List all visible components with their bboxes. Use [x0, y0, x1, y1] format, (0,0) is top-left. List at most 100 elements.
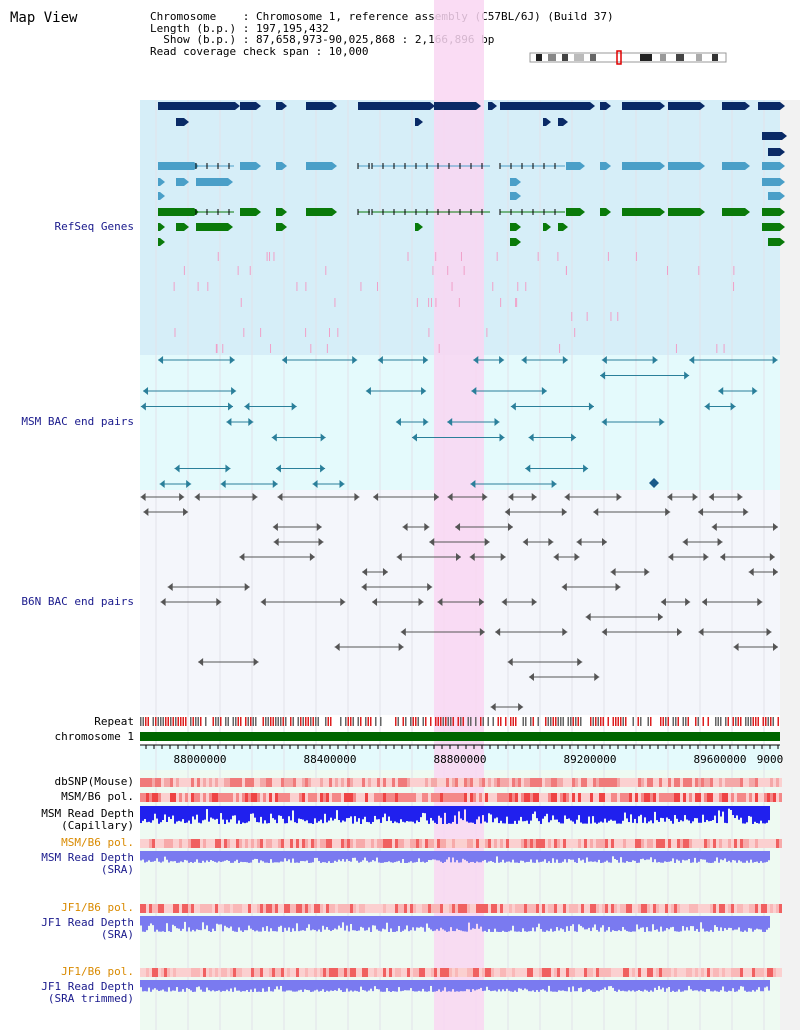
heat-cell [302, 793, 305, 802]
heat-cell [401, 968, 404, 977]
heat-cell [446, 839, 449, 848]
heat-cell [479, 778, 482, 787]
heat-cell [602, 968, 605, 977]
heat-cell [260, 793, 263, 802]
heat-cell [530, 793, 533, 802]
heat-cell [668, 968, 671, 977]
heat-cell [167, 793, 170, 802]
heat-cell [761, 968, 764, 977]
msm-depth-cap-line2: (Capillary) [61, 819, 134, 832]
depth-bar [736, 851, 738, 863]
repeat-element [703, 717, 705, 726]
repeat-element [765, 717, 767, 726]
depth-bar [326, 980, 328, 991]
heat-cell [461, 968, 464, 977]
depth-bar [612, 806, 614, 821]
depth-bar [730, 980, 732, 991]
repeat-element [215, 717, 217, 726]
depth-bar [376, 916, 378, 929]
heat-cell [719, 778, 722, 787]
heat-cell [266, 968, 269, 977]
depth-bar [476, 806, 478, 819]
depth-bar [340, 851, 342, 861]
depth-bar [694, 916, 696, 931]
heat-cell [446, 968, 449, 977]
gene-block [158, 223, 160, 231]
heat-cell [632, 904, 635, 913]
depth-bar [262, 806, 264, 823]
depth-bar [700, 980, 702, 990]
depth-bar [454, 851, 456, 862]
repeat-element [168, 717, 170, 726]
repeat-element [250, 717, 252, 726]
heat-cell [299, 968, 302, 977]
heat-cell [224, 968, 227, 977]
depth-bar [554, 980, 556, 992]
heat-cell [302, 778, 305, 787]
heat-cell [308, 793, 311, 802]
repeat-element [673, 717, 675, 726]
repeat-element [143, 717, 145, 726]
heat-cell [167, 968, 170, 977]
heat-cell [422, 904, 425, 913]
depth-bar [474, 916, 476, 929]
depth-bar [688, 916, 690, 930]
heat-cell [632, 839, 635, 848]
heat-cell [227, 904, 230, 913]
heat-cell [569, 839, 572, 848]
depth-bar [528, 980, 530, 991]
repeat-element [593, 717, 595, 726]
depth-bar [380, 980, 382, 992]
heat-cell [266, 839, 269, 848]
depth-bar [370, 916, 372, 932]
heat-cell [248, 778, 251, 787]
depth-bar [592, 851, 594, 862]
depth-bar [150, 851, 152, 862]
depth-bar [496, 916, 498, 932]
depth-bar [220, 980, 222, 992]
depth-bar [596, 851, 598, 862]
depth-bar [356, 851, 358, 861]
depth-bar [694, 980, 696, 990]
depth-bar [182, 916, 184, 929]
heat-cell [635, 968, 638, 977]
heat-cell [551, 968, 554, 977]
depth-bar [614, 916, 616, 931]
depth-bar [404, 806, 406, 822]
track-label-refseq[interactable]: RefSeq Genes [0, 221, 134, 233]
gene-block [488, 102, 492, 110]
heat-cell [266, 793, 269, 802]
track-label-b6n-bac[interactable]: B6N BAC end pairs [0, 596, 134, 608]
depth-bar [212, 851, 214, 861]
track-label-msm-bac[interactable]: MSM BAC end pairs [0, 416, 134, 428]
depth-bar [542, 916, 544, 932]
heat-cell [635, 793, 638, 802]
heat-cell [635, 904, 638, 913]
heat-cell [404, 778, 407, 787]
heat-cell [293, 793, 296, 802]
depth-bar [530, 916, 532, 931]
depth-bar [306, 806, 308, 820]
depth-bar [722, 806, 724, 812]
depth-bar [238, 980, 240, 991]
repeat-element [360, 717, 362, 726]
heat-cell [749, 839, 752, 848]
heat-cell [704, 778, 707, 787]
depth-bar [708, 806, 710, 821]
depth-bar [250, 851, 252, 863]
depth-bar [214, 851, 216, 862]
repeat-element [458, 717, 460, 726]
heat-cell [203, 778, 206, 787]
depth-bar [666, 916, 668, 928]
depth-bar [442, 916, 444, 929]
heat-cell [491, 968, 494, 977]
depth-bar [158, 980, 160, 991]
depth-bar [380, 851, 382, 863]
depth-bar [382, 851, 384, 863]
heat-cell [389, 793, 392, 802]
depth-bar [688, 980, 690, 986]
heat-cell [500, 793, 503, 802]
heat-cell [503, 778, 506, 787]
depth-bar [718, 806, 720, 810]
repeat-element [638, 717, 640, 726]
